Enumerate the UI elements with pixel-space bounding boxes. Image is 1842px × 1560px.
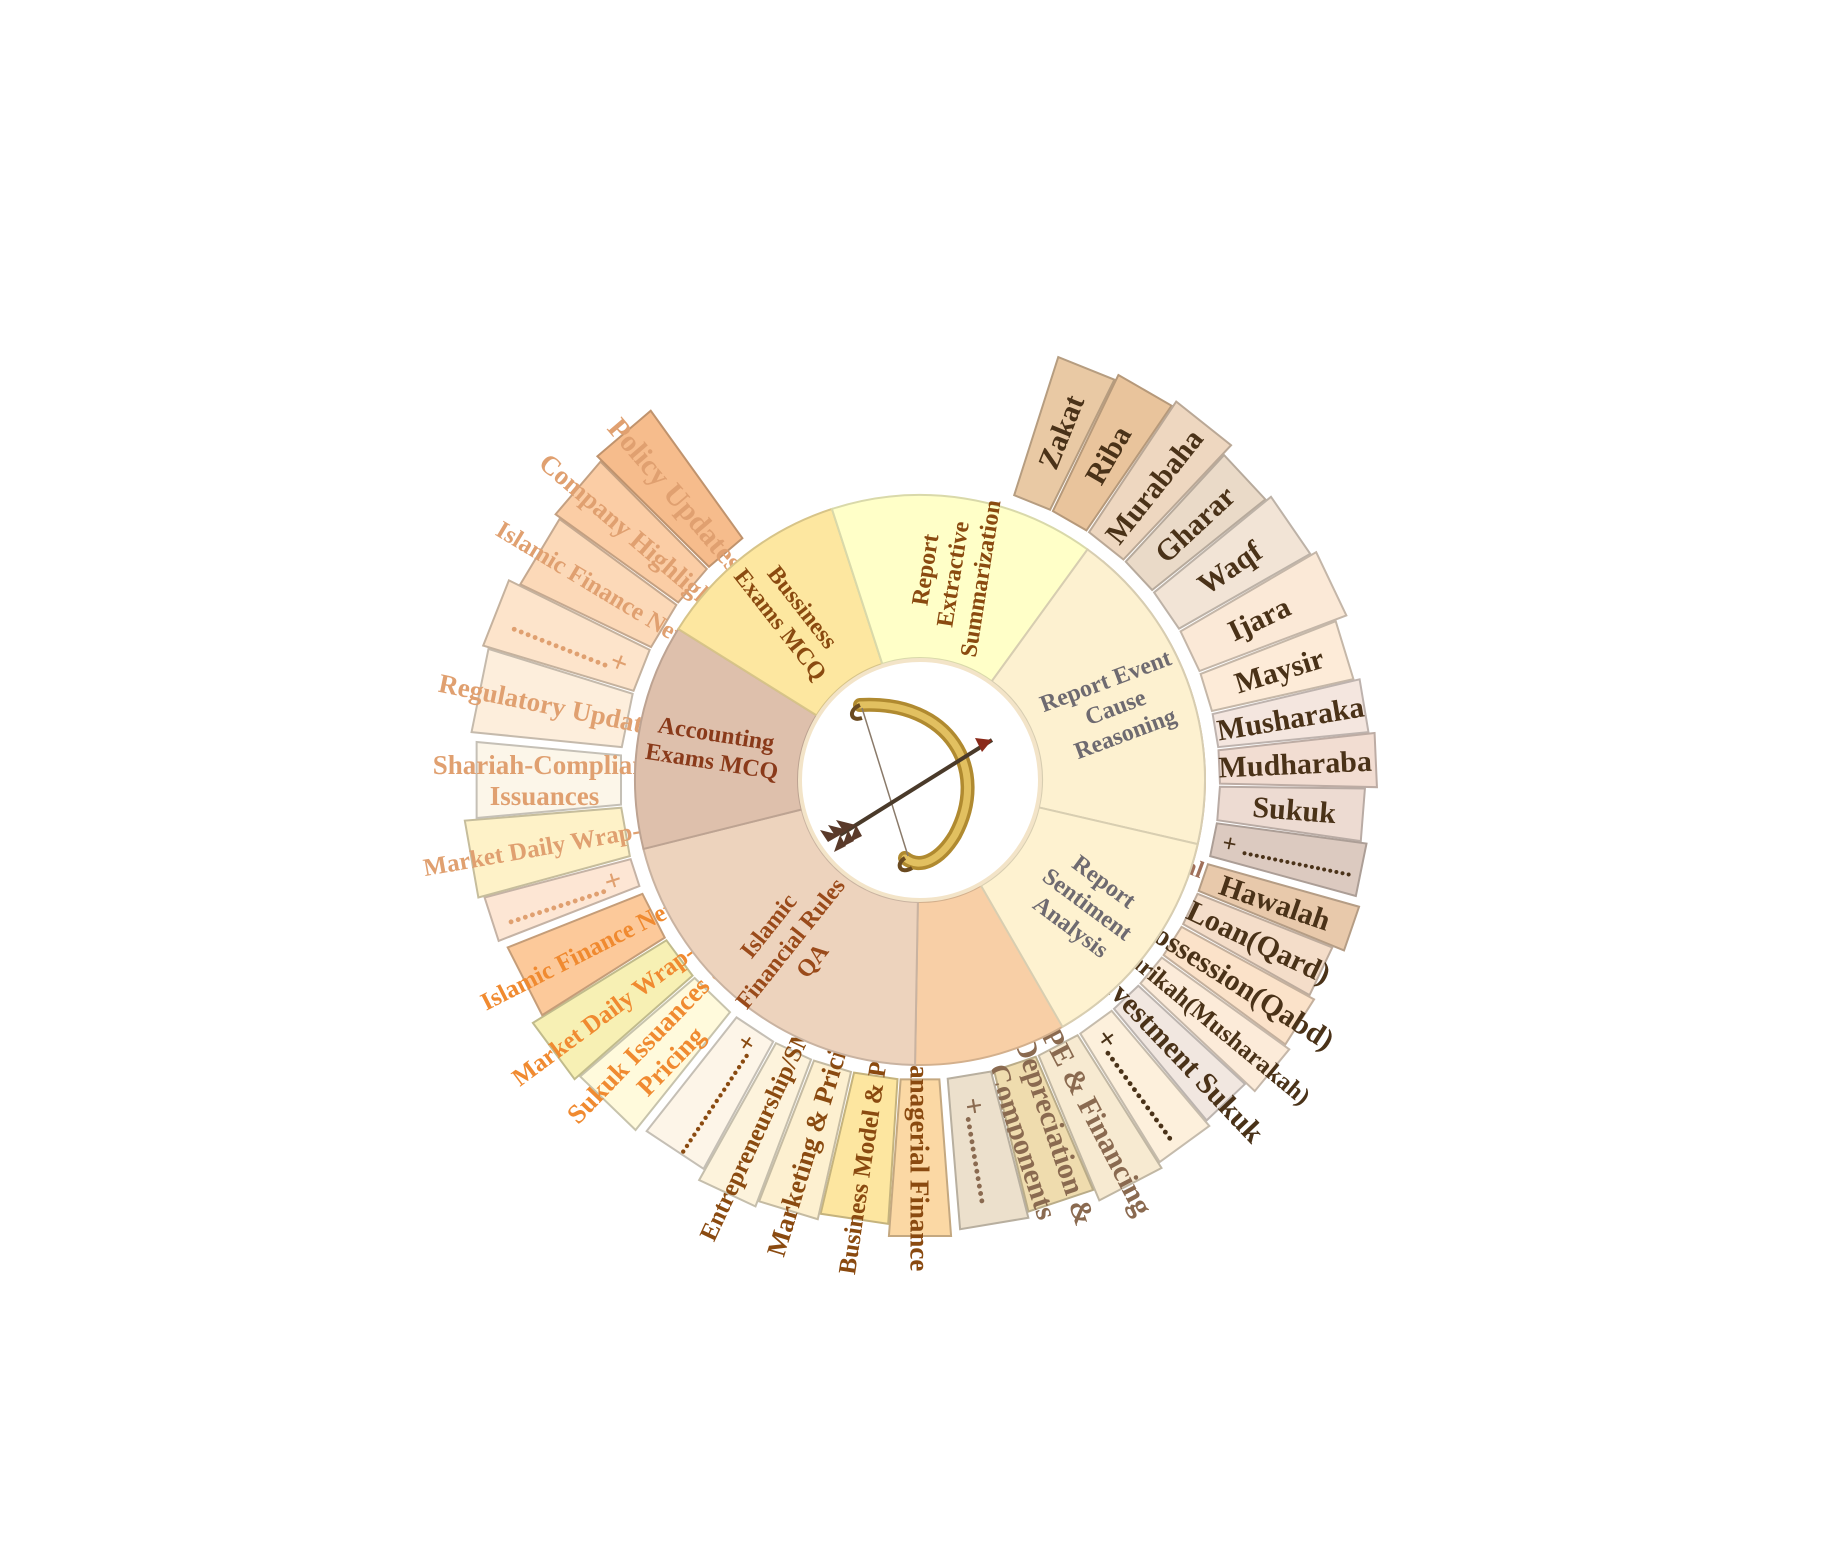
outer-segment-shape [1162, 925, 1316, 1046]
outer-segment-shape [1051, 373, 1173, 532]
outer-segment-label: Shariah-Compliant Issuances [433, 750, 657, 811]
outer-segment-shape [1181, 892, 1334, 997]
outer-segment-shape [1179, 550, 1348, 673]
outer-segment-shape [1152, 495, 1312, 630]
outer-segment-shape [518, 517, 678, 649]
outer-segment-shape [531, 938, 694, 1081]
outer-segment-shape [554, 460, 709, 604]
outer-segment-shape [992, 1055, 1095, 1213]
outer-segment-shape [463, 806, 631, 899]
center-hub [798, 658, 1042, 902]
outer-segment-mudharaba: Mudharaba [1217, 731, 1378, 789]
outer-segment-shape [1209, 822, 1368, 898]
outer-segment-shape [475, 740, 623, 820]
outer-segment-label: Managerial Finance [905, 1040, 935, 1272]
outer-segment-shariah-compliant-issuances: Shariah-Compliant Issuances [433, 740, 657, 820]
outer-segment-ellipsis: + .................. [1209, 822, 1368, 898]
outer-segment-shape [887, 1078, 953, 1237]
outer-segment-shape [757, 1059, 853, 1221]
outer-segment-shape [1124, 453, 1267, 592]
outer-segment-shape [697, 1041, 813, 1208]
outer-segment-shape [1211, 678, 1370, 749]
outer-segment-shape [1012, 355, 1116, 511]
inner-segment-sentiment: ReportSentimentAnalysis [979, 806, 1199, 1029]
outer-segment-shape [946, 1070, 1030, 1231]
outer-segment-shape [470, 647, 634, 749]
outer-segment-shape [1078, 1009, 1211, 1164]
outer-segment-label: Mudharaba [1218, 745, 1373, 785]
outer-segment-shape [1037, 1033, 1163, 1202]
outer-segment-ellipsis: +............ [946, 1070, 1030, 1231]
outer-segment-shape [1087, 400, 1233, 561]
outer-segment-shape [1199, 619, 1355, 713]
outer-segment-shape [1216, 785, 1367, 843]
outer-segment-sukuk: Sukuk [1216, 785, 1367, 843]
inner-segment-event: Report EventCauseReasoning [990, 548, 1206, 846]
inner-segment-rules: IslamicFinancial RulesQA [642, 808, 919, 1066]
outer-segment-shape [819, 1071, 899, 1226]
outer-segment-shape [483, 857, 641, 943]
outer-segment-shape [1197, 862, 1361, 952]
outer-segment-shape [1139, 956, 1291, 1093]
inner-segment-extractive: ReportExtractiveSummarization [830, 494, 1089, 683]
bow-and-arrow-icon [820, 697, 994, 873]
outer-segment-shape [506, 892, 667, 1017]
outer-segment-shape [1217, 731, 1378, 789]
outer-segment-shape [645, 1016, 775, 1171]
outer-segment-ijara: Ijara [1179, 550, 1348, 673]
outer-segment-shape [481, 579, 651, 693]
outer-segment-shape [578, 976, 732, 1132]
outer-segment-managerial-finance: Managerial Finance [887, 1040, 953, 1272]
outer-segment-label: Sukuk [1251, 791, 1337, 830]
outer-segment-shape [1112, 984, 1247, 1122]
outer-segment-gharar: Gharar [1124, 453, 1267, 592]
inner-ring: Islamic FinancialFatwa QAIslamicFinancia… [634, 494, 1207, 1066]
outer-segment-shape [595, 409, 744, 569]
inner-segment-business: BussinessExams MCQ [676, 507, 884, 717]
